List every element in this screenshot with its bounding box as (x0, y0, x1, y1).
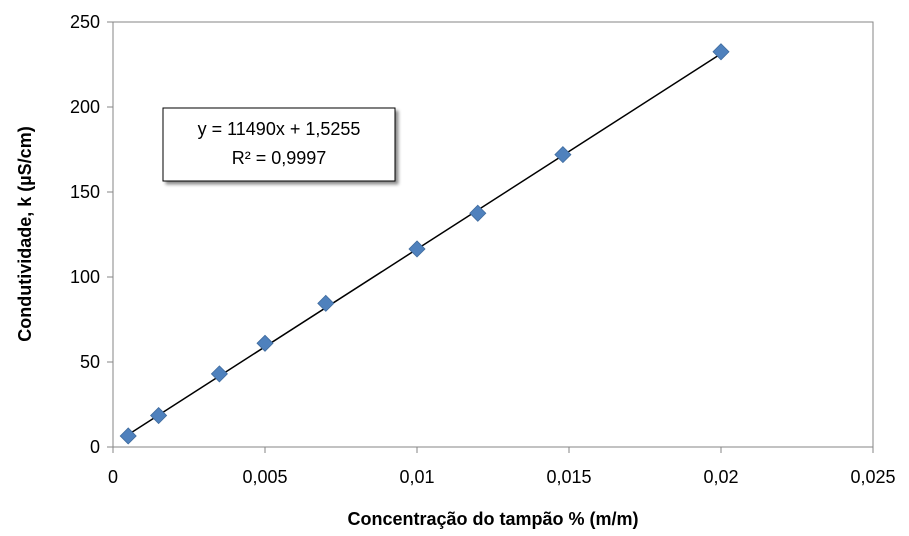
regression-equation: y = 11490x + 1,5255 (198, 119, 361, 139)
equation-box: y = 11490x + 1,5255 R² = 0,9997 (162, 107, 396, 182)
data-point (210, 365, 228, 383)
data-point (150, 406, 168, 425)
data-point (119, 427, 137, 445)
data-point (712, 43, 730, 61)
x-tick-label: 0,01 (399, 467, 434, 487)
x-tick-label: 0,02 (703, 467, 738, 487)
x-tick-label: 0 (108, 467, 118, 487)
x-tick-label: 0,005 (242, 467, 287, 487)
x-axis-title: Concentração do tampão % (m/m) (347, 509, 638, 529)
y-tick-label: 250 (70, 12, 100, 32)
plot-area (112, 21, 874, 448)
y-axis: 0 50 100 150 200 250 (70, 12, 113, 457)
r-squared-label: R² = 0,9997 (232, 148, 327, 168)
data-point (408, 240, 426, 258)
x-tick-label: 0,025 (850, 467, 895, 487)
y-axis-title: Condutividade, k (µS/cm) (15, 126, 35, 341)
y-tick-label: 200 (70, 97, 100, 117)
data-point (554, 146, 572, 164)
data-point (469, 204, 487, 222)
data-point (256, 334, 274, 352)
y-tick-label: 50 (80, 352, 100, 372)
data-points (119, 43, 730, 445)
trendline (127, 53, 722, 436)
y-tick-label: 0 (90, 437, 100, 457)
x-axis: 0 0,005 0,01 0,015 0,02 0,025 (108, 447, 896, 487)
x-tick-label: 0,015 (546, 467, 591, 487)
equation-box-frame (162, 107, 396, 182)
data-point (317, 294, 335, 312)
y-tick-label: 150 (70, 182, 100, 202)
y-tick-label: 100 (70, 267, 100, 287)
